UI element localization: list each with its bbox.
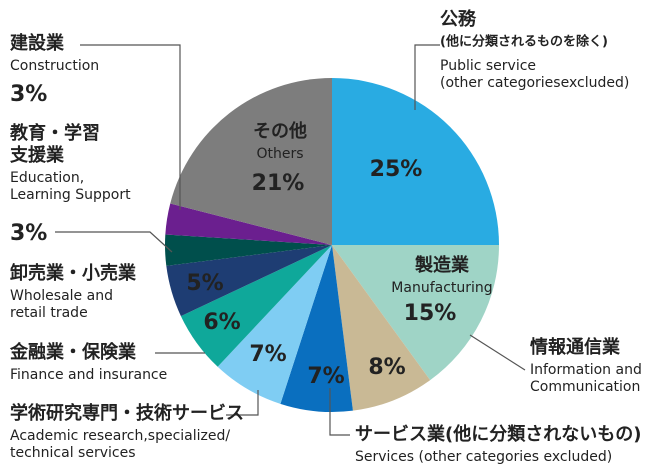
pie-slice [332,245,431,411]
labels: 公務 (他に分類されるものを除く) Public service(other cat… [9,8,642,465]
category-label: 建設業 [10,32,65,54]
leader-lines [55,44,526,436]
value-label: 21% [252,171,305,196]
leader-line [329,388,350,436]
category-label: その他 [253,120,307,142]
category-label-en: Academic research,specialized/ [10,428,230,444]
category-label-en: (other categoriesexcluded) [440,75,629,91]
pie-slice [332,245,499,381]
value-label: 6% [203,310,240,335]
category-label-en: Education, [10,170,84,186]
pie-slice [165,234,332,266]
value-label: 8% [368,355,405,380]
pie-slice [170,77,332,245]
category-label-en: Information and [530,362,642,378]
category-label: 金融業・保険業 [9,341,137,363]
category-label-en: Services (other categories excluded) [355,449,612,465]
pie-slice [180,245,332,367]
category-label-en: Finance and insurance [10,367,167,383]
category-label: 教育・学習 [10,122,100,144]
pie-slice [280,245,353,413]
pie [165,77,499,413]
value-label: 25% [370,157,423,182]
leader-line [469,334,526,371]
value-label: 15% [404,301,457,326]
leader-line [226,390,259,416]
category-label-en: Communication [530,379,640,395]
category-label-en: retail trade [10,305,88,321]
category-label: 情報通信業 [530,336,621,358]
category-label-en: technical services [10,445,136,461]
value-label: 5% [186,271,223,296]
category-label-en: Construction [10,58,99,74]
category-label-en: Manufacturing [391,280,492,296]
category-label: (他に分類されるものを除く) [440,34,608,50]
leader-line [80,44,181,210]
category-label-en: Public service [440,58,536,74]
pie-slice [165,203,332,245]
pie-slice [217,245,332,404]
category-label: 支援業 [9,144,65,166]
value-label: 7% [249,342,286,367]
value-label: 3% [10,82,47,107]
category-label: 卸売業・小売業 [10,262,137,284]
pie-slice [332,78,499,245]
category-label: 製造業 [414,254,470,276]
category-label-en: Wholesale and [10,288,113,304]
value-label: 3% [10,221,47,246]
leader-line [55,231,173,253]
pie-slice [166,245,332,317]
category-label: 学術研究専門・技術サービス [10,402,244,424]
leader-line [414,44,440,110]
category-label: 公務 [440,8,477,30]
category-label-en: Learning Support [10,187,131,203]
category-label: サービス業(他に分類されないもの) [355,423,641,445]
value-label: 7% [307,364,344,389]
category-label-en: Others [256,146,303,162]
